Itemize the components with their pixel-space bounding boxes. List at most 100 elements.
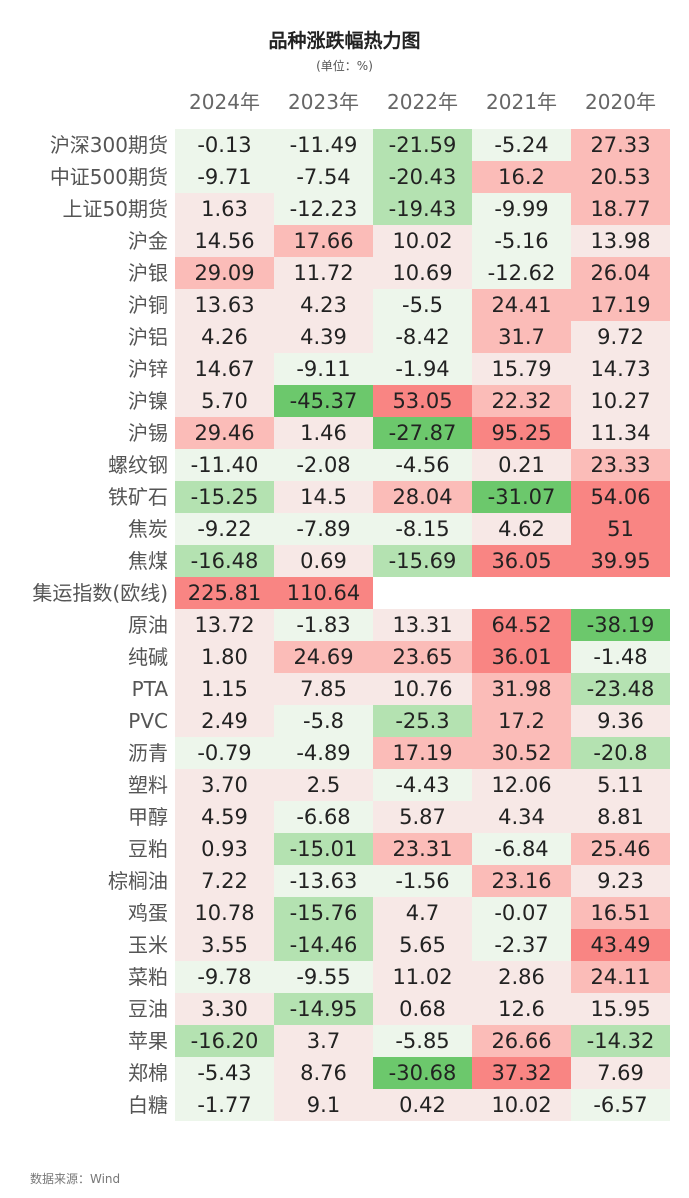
heatmap-cell: 4.7 (373, 897, 472, 929)
heatmap-cell: 23.33 (571, 449, 670, 481)
heatmap-cell: -8.15 (373, 513, 472, 545)
heatmap-cell: 17.19 (571, 289, 670, 321)
heatmap-cell: -4.56 (373, 449, 472, 481)
heatmap-cell: 14.56 (175, 225, 274, 257)
heatmap-cell: 7.69 (571, 1057, 670, 1089)
heatmap-cell: 10.02 (472, 1089, 571, 1121)
column-header-2020: 2020年 (585, 90, 656, 114)
heatmap-cell: -31.07 (472, 481, 571, 513)
heatmap-cell: 25.46 (571, 833, 670, 865)
column-header-2024: 2024年 (189, 90, 260, 114)
heatmap-cell: -12.23 (274, 193, 373, 225)
chart-subtitle: (单位：%) (316, 59, 373, 73)
row-label: 焦炭 (128, 517, 168, 541)
heatmap-cell: 5.11 (571, 769, 670, 801)
row-label: 纯碱 (128, 645, 168, 669)
row-label: 沪镍 (128, 389, 168, 413)
heatmap-cell: -15.76 (274, 897, 373, 929)
heatmap-cell: 26.66 (472, 1025, 571, 1057)
heatmap-cell: 2.86 (472, 961, 571, 993)
heatmap-cell: -9.22 (175, 513, 274, 545)
heatmap-cell: 0.93 (175, 833, 274, 865)
heatmap-cell: -15.25 (175, 481, 274, 513)
heatmap-cell (571, 577, 670, 609)
heatmap-cell: -7.54 (274, 161, 373, 193)
heatmap-cell: 15.95 (571, 993, 670, 1025)
row-label: 铁矿石 (108, 485, 168, 509)
heatmap-cell: 23.31 (373, 833, 472, 865)
row-label: 沪铜 (128, 293, 168, 317)
row-label: 沪金 (128, 229, 168, 253)
heatmap-cell: 3.30 (175, 993, 274, 1025)
heatmap-cell: 10.78 (175, 897, 274, 929)
heatmap-cell: 13.72 (175, 609, 274, 641)
heatmap-cell: 29.09 (175, 257, 274, 289)
heatmap-cell: 0.68 (373, 993, 472, 1025)
heatmap-cell: -5.43 (175, 1057, 274, 1089)
heatmap-cell: 16.51 (571, 897, 670, 929)
heatmap-cell: 8.81 (571, 801, 670, 833)
row-label: 沪锡 (128, 421, 168, 445)
heatmap-cell: -14.95 (274, 993, 373, 1025)
heatmap-cell: 13.63 (175, 289, 274, 321)
heatmap-cell: 51 (571, 513, 670, 545)
row-label: 塑料 (128, 773, 168, 797)
row-label: 沪深300期货 (49, 133, 168, 157)
heatmap-cell: 28.04 (373, 481, 472, 513)
heatmap-cell: 2.49 (175, 705, 274, 737)
heatmap-cell: -21.59 (373, 129, 472, 161)
row-label: PVC (128, 709, 168, 733)
heatmap-cell: -11.49 (274, 129, 373, 161)
heatmap-cell: 18.77 (571, 193, 670, 225)
heatmap-cell: 95.25 (472, 417, 571, 449)
heatmap-cell: 24.69 (274, 641, 373, 673)
heatmap-cell: 24.41 (472, 289, 571, 321)
column-header-2022: 2022年 (387, 90, 458, 114)
heatmap-cell: 225.81 (175, 577, 274, 609)
heatmap-cell: -5.5 (373, 289, 472, 321)
heatmap-cell: 31.98 (472, 673, 571, 705)
row-label: 菜粕 (128, 965, 168, 989)
heatmap-cell: 24.11 (571, 961, 670, 993)
heatmap-cell: 37.32 (472, 1057, 571, 1089)
heatmap-cell: 15.79 (472, 353, 571, 385)
heatmap-cell: -45.37 (274, 385, 373, 417)
heatmap-cell: 64.52 (472, 609, 571, 641)
heatmap-cell: -11.40 (175, 449, 274, 481)
heatmap-cell: 17.2 (472, 705, 571, 737)
heatmap-cell: -9.99 (472, 193, 571, 225)
heatmap-cell: 10.69 (373, 257, 472, 289)
heatmap-cell: -15.01 (274, 833, 373, 865)
heatmap-cell: 54.06 (571, 481, 670, 513)
heatmap-cell: -6.68 (274, 801, 373, 833)
heatmap-cell: 17.19 (373, 737, 472, 769)
heatmap-cell: 22.32 (472, 385, 571, 417)
heatmap-cell: -2.08 (274, 449, 373, 481)
heatmap-cell: 26.04 (571, 257, 670, 289)
heatmap-cell: -7.89 (274, 513, 373, 545)
row-label: 上证50期货 (62, 197, 168, 221)
heatmap-cell: 9.23 (571, 865, 670, 897)
heatmap-cell: 4.34 (472, 801, 571, 833)
heatmap-cell: 0.69 (274, 545, 373, 577)
heatmap-cell: 9.1 (274, 1089, 373, 1121)
heatmap-cell: 17.66 (274, 225, 373, 257)
row-label: 郑棉 (128, 1061, 168, 1085)
row-label: PTA (131, 677, 168, 701)
chart-title: 品种涨跌幅热力图 (268, 30, 421, 52)
heatmap-cell: 1.15 (175, 673, 274, 705)
heatmap-cell: 7.85 (274, 673, 373, 705)
heatmap-cell: 0.42 (373, 1089, 472, 1121)
heatmap-cell: 29.46 (175, 417, 274, 449)
row-label: 豆粕 (128, 837, 168, 861)
row-label: 甲醇 (128, 805, 168, 829)
heatmap-cell: 20.53 (571, 161, 670, 193)
heatmap-cell: 7.22 (175, 865, 274, 897)
heatmap-cell: -6.84 (472, 833, 571, 865)
heatmap-cell: 39.95 (571, 545, 670, 577)
heatmap-cell: -9.11 (274, 353, 373, 385)
heatmap-cell: 0.21 (472, 449, 571, 481)
heatmap-cell: 10.02 (373, 225, 472, 257)
heatmap-cell: 5.70 (175, 385, 274, 417)
heatmap-cell: 4.39 (274, 321, 373, 353)
